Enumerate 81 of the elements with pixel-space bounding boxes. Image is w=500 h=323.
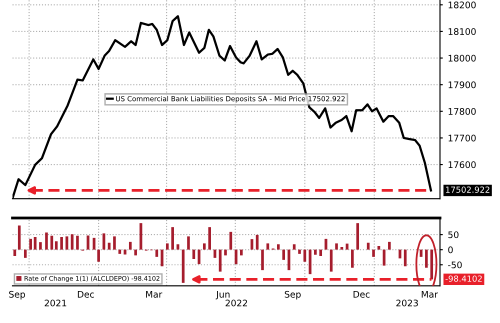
bar	[250, 239, 254, 250]
x-tick-label: Jun	[216, 290, 230, 300]
bar	[187, 236, 190, 250]
bar	[140, 223, 142, 250]
bar	[76, 236, 79, 250]
bar	[160, 250, 164, 266]
y-tick-label: 18100	[448, 28, 476, 35]
bar	[377, 246, 380, 250]
bar	[388, 242, 391, 250]
text: 2023	[396, 300, 418, 306]
bar	[24, 250, 27, 258]
bar	[430, 250, 434, 280]
bar	[155, 250, 158, 257]
bar	[356, 223, 360, 250]
bar	[346, 244, 348, 250]
bar	[261, 250, 264, 270]
bar	[66, 236, 68, 250]
bar	[113, 236, 116, 250]
bar	[308, 250, 312, 274]
y-tick-label: 18200	[448, 2, 476, 8]
bar	[171, 227, 174, 250]
bar	[420, 250, 422, 257]
bar	[97, 250, 100, 262]
x-tick-label: Mar	[422, 290, 438, 298]
bar	[366, 242, 370, 250]
y-tick-label: 0	[448, 246, 453, 254]
bar	[176, 244, 180, 250]
bar	[34, 237, 37, 250]
bar	[218, 250, 222, 272]
text: 2021	[44, 300, 66, 306]
bar	[351, 250, 354, 268]
bar	[182, 250, 185, 283]
bar	[324, 238, 328, 250]
bar	[298, 250, 301, 254]
bar	[398, 250, 402, 258]
y-tick-label: 50	[448, 231, 459, 238]
x-tick-label: Sep	[284, 290, 301, 300]
y-tick-label: 18000	[448, 54, 476, 62]
x-tick-label: Dec	[78, 290, 94, 298]
bar	[70, 234, 74, 250]
bar	[192, 250, 196, 260]
bar	[208, 227, 211, 250]
bar	[224, 250, 227, 256]
bar	[108, 242, 111, 250]
text: 2022	[226, 300, 248, 306]
bar	[214, 250, 216, 258]
bar	[118, 250, 122, 254]
bar	[18, 226, 21, 250]
bar	[382, 250, 386, 266]
bar	[198, 250, 200, 264]
bar	[60, 237, 63, 250]
ref-line-label: -98.4102	[446, 275, 482, 282]
bar	[13, 250, 16, 256]
x-tick-label: Mar	[146, 290, 162, 298]
bar	[86, 236, 90, 250]
bar	[314, 250, 317, 255]
bar	[240, 250, 243, 256]
x-tick-label: Sep	[9, 290, 26, 300]
x-tick-label: Dec	[354, 290, 370, 298]
bar	[102, 233, 106, 250]
bar	[288, 250, 290, 270]
y-tick-label: 17700	[448, 134, 476, 142]
y-tick-label: 17900	[448, 81, 476, 88]
bar	[256, 234, 259, 250]
bar	[335, 243, 338, 250]
bar	[404, 250, 407, 266]
bar	[92, 238, 96, 250]
y-tick-label: 17600	[448, 161, 476, 168]
bar	[54, 241, 58, 250]
bar	[425, 250, 428, 268]
ref-line-label: 17502.922	[446, 186, 490, 193]
bar	[124, 250, 126, 254]
bar	[45, 232, 48, 250]
bar	[39, 242, 42, 250]
y-tick-label: -50	[448, 261, 462, 268]
bar	[330, 250, 333, 272]
bar	[229, 232, 232, 250]
bar	[319, 250, 322, 256]
y-tick-label: 17800	[448, 108, 476, 115]
bar	[282, 250, 286, 260]
bar	[134, 250, 137, 256]
